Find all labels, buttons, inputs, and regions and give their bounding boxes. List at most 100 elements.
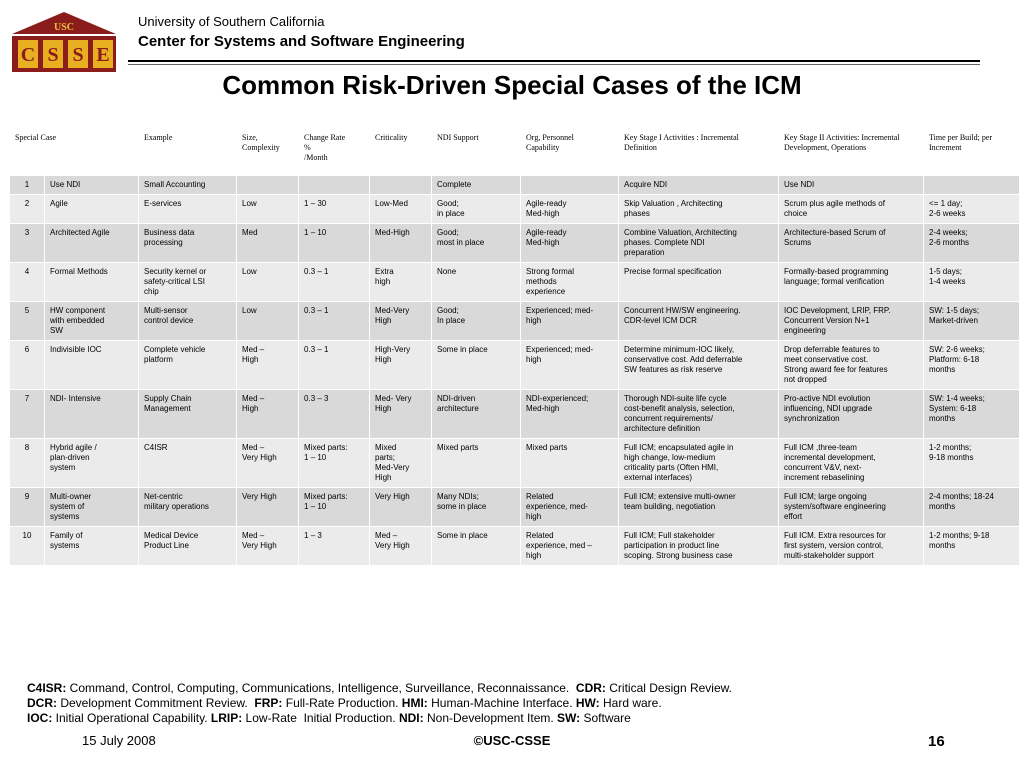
org-header: University of Southern California Center… [138, 14, 465, 50]
table-cell: Med – High [236, 389, 300, 439]
column-header: Change Rate % /Month [298, 127, 371, 176]
row-number: 3 [9, 223, 45, 263]
table-cell: Multi-sensor control device [138, 301, 238, 341]
table-cell: Thorough NDI-suite life cycle cost-benef… [618, 389, 780, 439]
svg-text:E: E [96, 44, 109, 66]
row-number: 8 [9, 438, 45, 488]
abbreviation-definition: Command, Control, Computing, Communicati… [66, 681, 576, 695]
table-cell: Good; most in place [431, 223, 522, 263]
table-cell [298, 175, 371, 195]
table-cell: Related experience, med – high [520, 526, 620, 566]
table-cell: Mixed parts [520, 438, 620, 488]
table-cell: Med – High [236, 340, 300, 390]
table-cell: Concurrent HW/SW engineering. CDR-level … [618, 301, 780, 341]
table-cell [236, 175, 300, 195]
abbreviation-definition: Human-Machine Interface. [427, 696, 576, 710]
table-cell: Indivisible IOC [43, 340, 140, 390]
table-cell: Low-Med [369, 194, 433, 224]
table-cell: Mixed parts: 1 – 10 [298, 487, 371, 527]
column-header: Time per Build; per Increment [923, 127, 1021, 176]
svg-text:C: C [21, 44, 35, 66]
table-cell: Supply Chain Management [138, 389, 238, 439]
notes-line-1: C4ISR: Command, Control, Computing, Comm… [27, 681, 732, 696]
table-cell: Combine Valuation, Architecting phases. … [618, 223, 780, 263]
table-cell: Determine minimum-IOC likely, conservati… [618, 340, 780, 390]
column-header: NDI Support [431, 127, 522, 176]
abbreviation: IOC: [27, 711, 53, 725]
table-cell: SW: 1-4 weeks; System: 6-18 months [923, 389, 1021, 439]
svg-text:S: S [47, 44, 58, 66]
table-cell: 1-2 months; 9-18 months [923, 526, 1021, 566]
table-cell: Complete vehicle platform [138, 340, 238, 390]
abbreviation: C4ISR: [27, 681, 67, 695]
table-cell: 2-4 months; 18-24 months [923, 487, 1021, 527]
table-cell: None [431, 262, 522, 302]
table-cell: Experienced; med- high [520, 340, 620, 390]
abbreviation-definition: Hard ware. [599, 696, 662, 710]
table-row: 1 Use NDI Small Accounting Complete Acquire … [9, 175, 1021, 195]
table-cell: Mixed parts: 1 – 10 [298, 438, 371, 488]
abbreviation-definition: Non-Development Item. [423, 711, 558, 725]
table-cell: Full ICM; Full stakeholder participation… [618, 526, 780, 566]
table-cell: NDI- Intensive [43, 389, 140, 439]
table-cell: Extra high [369, 262, 433, 302]
table-cell: Full ICM; encapsulated agile in high cha… [618, 438, 780, 488]
row-number: 1 [9, 175, 45, 195]
table-cell: Multi-owner system of systems [43, 487, 140, 527]
table-cell: Formal Methods [43, 262, 140, 302]
table-cell: Small Accounting [138, 175, 238, 195]
column-header: Org, Personnel Capability [520, 127, 620, 176]
logo-letters: C S S E [18, 40, 113, 68]
footer-date: 15 July 2008 [82, 733, 156, 748]
table-cell: Business data processing [138, 223, 238, 263]
table-cell: Architected Agile [43, 223, 140, 263]
table-row: 4 Formal Methods Security kernel or safety… [9, 262, 1021, 302]
table-cell: Family of systems [43, 526, 140, 566]
table-cell: 1-5 days; 1-4 weeks [923, 262, 1021, 302]
table-cell: 2-4 weeks; 2-6 months [923, 223, 1021, 263]
table-cell: <= 1 day; 2-6 weeks [923, 194, 1021, 224]
column-header: Key Stage II Activities: Incremental Dev… [778, 127, 925, 176]
table-cell: Med – Very High [236, 526, 300, 566]
table-cell: Many NDIs; some in place [431, 487, 522, 527]
table-cell: Low [236, 262, 300, 302]
table-cell [369, 175, 433, 195]
notes-line-3: IOC: Initial Operational Capability. LRI… [27, 711, 732, 726]
svg-text:S: S [72, 44, 83, 66]
table-row: 10 Family of systems Medical Device Produc… [9, 526, 1021, 566]
table-cell: Mixed parts; Med-Very High [369, 438, 433, 488]
column-header: Key Stage I Activities : Incremental Def… [618, 127, 780, 176]
header-rule [128, 60, 980, 62]
table-cell: 1 – 3 [298, 526, 371, 566]
page-number: 16 [928, 733, 945, 750]
table-cell: Use NDI [778, 175, 925, 195]
table-header-row: Special Case Example Size, Complexity Chang… [8, 127, 1021, 176]
row-number: 10 [9, 526, 45, 566]
table-cell: Some in place [431, 340, 522, 390]
table-cell: Med-Very High [369, 301, 433, 341]
abbreviation-definition: Software [580, 711, 631, 725]
table-cell: Strong formal methods experience [520, 262, 620, 302]
table-row: 6 Indivisible IOC Complete vehicle platfor… [9, 340, 1021, 390]
table-cell: Med [236, 223, 300, 263]
table-row: 3 Architected Agile Business data processi… [9, 223, 1021, 263]
table-cell: Agile-ready Med-high [520, 223, 620, 263]
abbreviation-definition: Critical Design Review. [605, 681, 732, 695]
abbreviation: HW: [575, 696, 600, 710]
abbreviation-definition: Full-Rate Production. [282, 696, 402, 710]
table-row: 7 NDI- Intensive Supply Chain Management Me… [9, 389, 1021, 439]
abbreviation: DCR: [27, 696, 57, 710]
column-header: Size, Complexity [236, 127, 300, 176]
table-cell: Agile-ready Med-high [520, 194, 620, 224]
table-cell: Skip Valuation , Architecting phases [618, 194, 780, 224]
row-number: 7 [9, 389, 45, 439]
logo-usc-text: USC [54, 22, 74, 33]
table-cell [923, 175, 1021, 195]
table-cell: Full ICM; extensive multi-owner team bui… [618, 487, 780, 527]
row-number: 6 [9, 340, 45, 390]
table-cell: Scrum plus agile methods of choice [778, 194, 925, 224]
table-cell: Low [236, 301, 300, 341]
table-cell: Drop deferrable features to meet conserv… [778, 340, 925, 390]
table-cell: Med – Very High [236, 438, 300, 488]
table-cell: Low [236, 194, 300, 224]
